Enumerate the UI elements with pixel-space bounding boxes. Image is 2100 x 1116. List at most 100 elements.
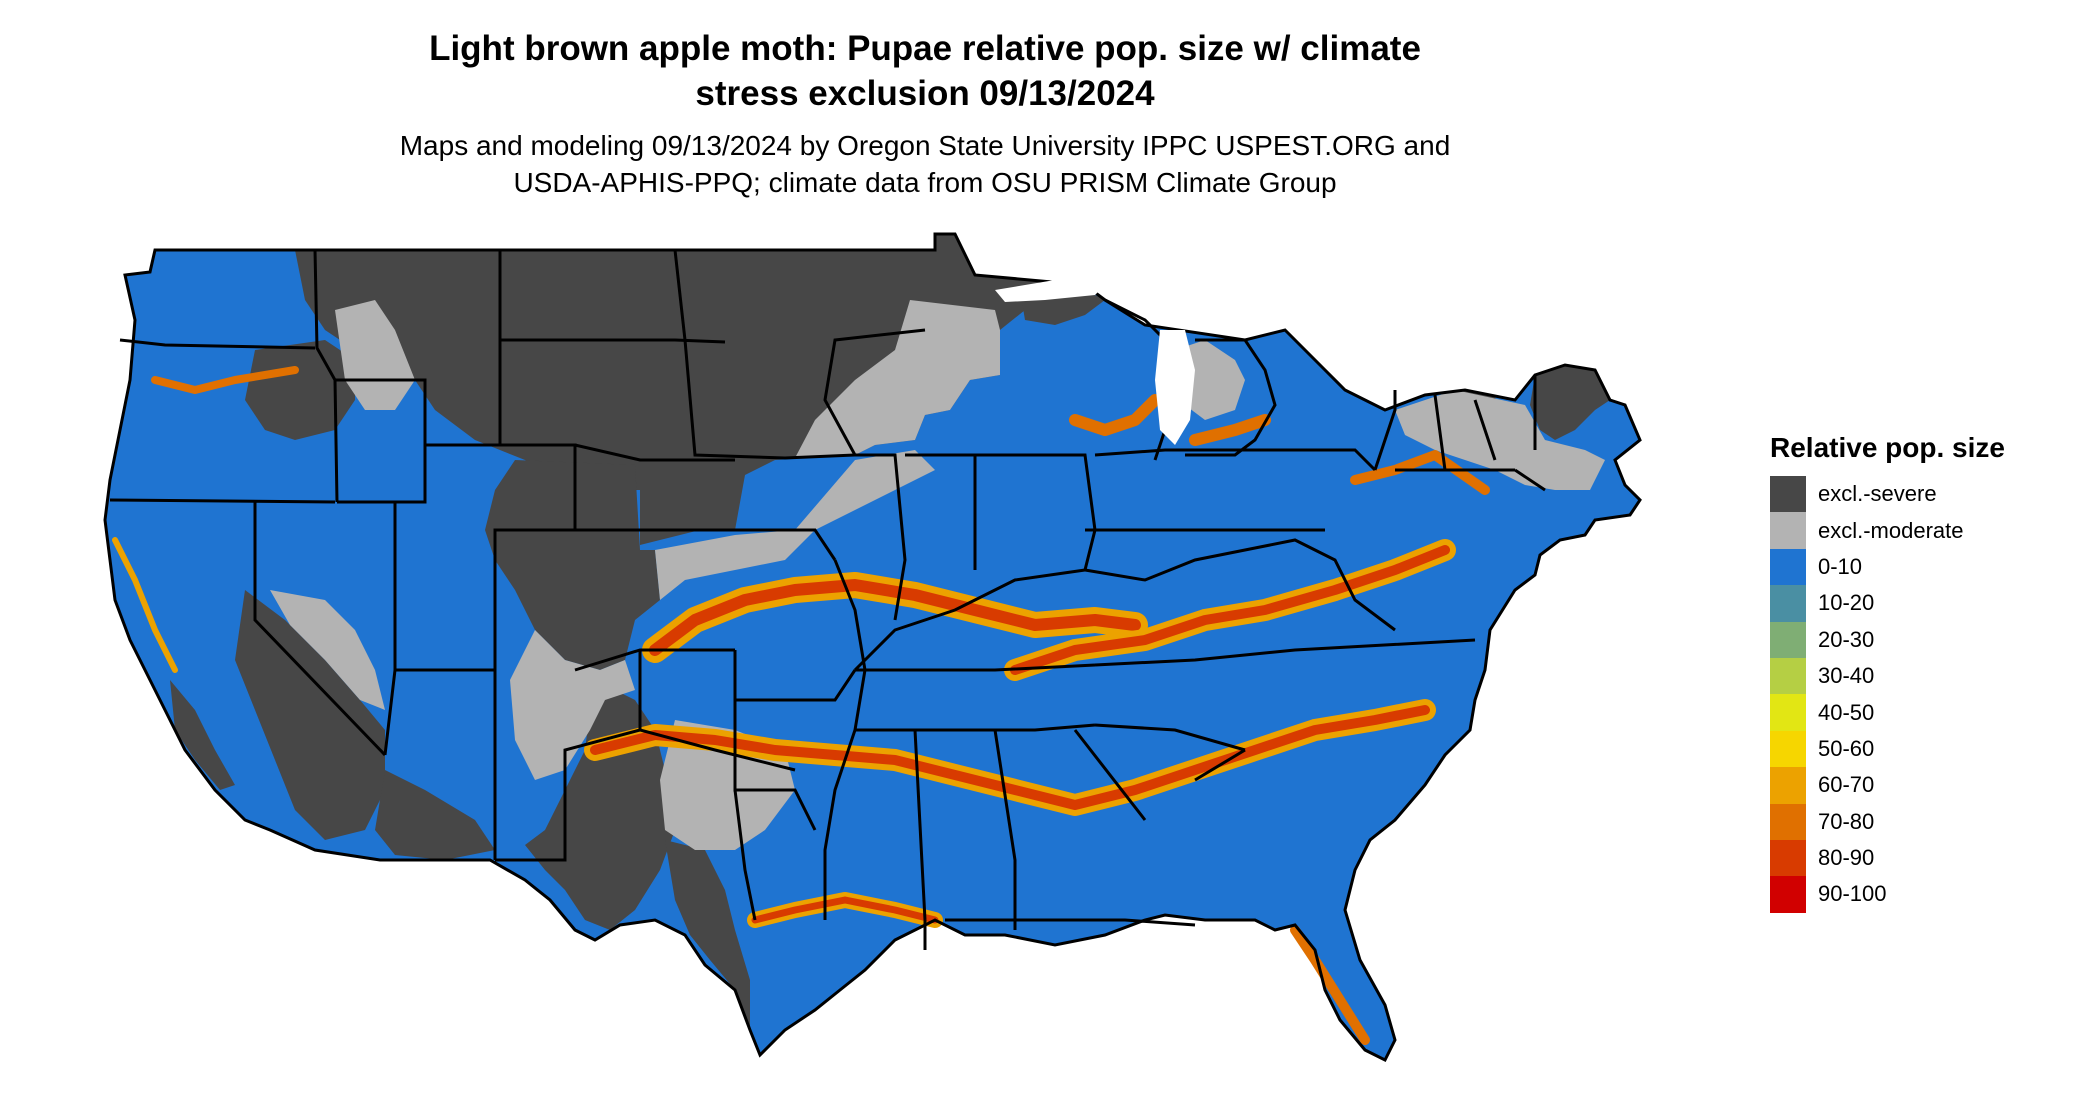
legend-label: excl.-severe: [1818, 481, 1937, 507]
legend-swatch: [1770, 585, 1806, 622]
border-fl-north: [945, 918, 1196, 927]
conus-outline: [103, 232, 1642, 1063]
great-basin-severe: [235, 590, 385, 840]
lake-superior: [995, 280, 1105, 302]
legend-item: 80-90: [1770, 839, 2005, 877]
map-subtitle: Maps and modeling 09/13/2024 by Oregon S…: [320, 127, 1530, 201]
border-ohio-river: [853, 568, 1086, 672]
arizona-severe: [375, 770, 495, 860]
midwest-band-inner: [1010, 545, 1450, 675]
florida-band: [1290, 925, 1370, 1045]
michigan-band: [1189, 414, 1271, 446]
northeast-moderate: [1395, 390, 1605, 490]
legend-swatch: [1770, 839, 1806, 877]
border-il-in: [855, 453, 907, 621]
central-plains-moderate: [655, 450, 935, 600]
lakes: [995, 280, 1195, 445]
border-pa-ny: [1094, 448, 1377, 472]
legend-swatch: [1770, 730, 1806, 768]
legend-swatch: [1770, 657, 1806, 695]
legend-item: 40-50: [1770, 694, 2005, 731]
subtitle-line-2: USDA-APHIS-PPQ; climate data from OSU PR…: [513, 167, 1337, 198]
border-idaho-west: [313, 249, 339, 503]
legend-label: 20-30: [1818, 626, 1875, 652]
legend-item: 90-100: [1770, 876, 2005, 913]
legend-swatch: [1770, 876, 1806, 913]
border-montana-south: [335, 378, 427, 445]
legend-item: 10-20: [1770, 585, 2005, 622]
rockies-severe: [485, 460, 660, 670]
border-sd-ne: [500, 443, 735, 462]
legend-label: 90-100: [1818, 881, 1887, 907]
gulf-coast-band-inner: [751, 896, 939, 924]
legend-item: 0-10: [1770, 548, 2005, 586]
legend-item: 30-40: [1770, 657, 2005, 695]
legend-swatch: [1770, 621, 1806, 658]
legend-swatch: [1770, 476, 1806, 513]
border-ok-tx: [638, 650, 796, 772]
legend-label: 80-90: [1818, 845, 1875, 871]
exclusion-moderate-regions: [270, 300, 1605, 850]
us-map: [103, 232, 1642, 1063]
northeast-band: [1350, 450, 1490, 495]
legend-item: 20-30: [1770, 621, 2005, 658]
border-va-wv-md: [1084, 538, 1396, 632]
border-nd-sd: [500, 338, 726, 344]
legend-label: 50-60: [1818, 735, 1875, 761]
legend-swatch: [1770, 694, 1806, 731]
wisconsin-band: [1069, 394, 1161, 436]
pacific-northwest-band: [151, 366, 299, 394]
legend-swatch: [1770, 548, 1806, 586]
legend-item: 70-80: [1770, 803, 2005, 840]
nevada-moderate: [270, 590, 385, 710]
legend-label: 10-20: [1818, 590, 1875, 616]
legend-label: 70-80: [1818, 808, 1875, 834]
legend-label: 0-10: [1818, 553, 1863, 579]
border-nm-tx: [495, 728, 641, 862]
high-suitability-bands: [112, 366, 1490, 1045]
legend-swatch: [1770, 803, 1806, 840]
border-ca-nv: [253, 502, 387, 757]
border-ms-al-ga: [913, 729, 1147, 930]
legend-swatch: [1770, 512, 1806, 549]
legend-label: 40-50: [1818, 699, 1875, 725]
border-wa-or: [119, 338, 316, 350]
legend-item: excl.-severe: [1770, 476, 2005, 513]
border-co-nm: [395, 528, 640, 672]
border-new-england: [1373, 375, 1546, 492]
border-nc-sc-va: [1094, 638, 1476, 782]
kansas-missouri-band-inner: [649, 579, 1141, 656]
state-boundaries: [103, 232, 1642, 1063]
lake-michigan: [1155, 330, 1195, 445]
border-nd-mn: [673, 249, 687, 341]
title-line-2: stress exclusion 09/13/2024: [695, 74, 1155, 113]
upper-midwest-moderate: [795, 300, 1000, 458]
california-severe: [170, 680, 235, 790]
legend-item: 50-60: [1770, 730, 2005, 768]
maine-severe: [1530, 365, 1610, 440]
border-oh-pa: [975, 453, 1097, 571]
california-band: [112, 537, 178, 673]
idaho-moderate: [335, 300, 415, 410]
legend-item: 60-70: [1770, 767, 2005, 804]
legend-items: excl.-severe excl.-moderate 0-10 10-20 20-30…: [1770, 476, 2005, 913]
michigan-lower-peninsula: [1185, 338, 1277, 457]
legend-label: 30-40: [1818, 663, 1875, 689]
new-mexico-moderate: [510, 630, 635, 780]
legend-swatch: [1770, 767, 1806, 804]
legend-label: 60-70: [1818, 772, 1875, 798]
texas-central-severe: [665, 840, 750, 1030]
title-line-1: Light brown apple moth: Pupae relative p…: [429, 29, 1421, 68]
subtitle-line-1: Maps and modeling 09/13/2024 by Oregon S…: [399, 130, 1451, 161]
border-mo-ar: [733, 650, 857, 702]
border-ar-la: [733, 700, 817, 831]
border-la-tx: [733, 789, 757, 921]
legend-item: excl.-moderate: [1770, 512, 2005, 549]
northern-plains-severe: [295, 234, 1095, 545]
border-ky-tn: [855, 663, 1096, 672]
map-title: Light brown apple moth: Pupae relative p…: [340, 26, 1510, 116]
border-nv-ut-az: [337, 500, 397, 756]
legend: Relative pop. size excl.-severe excl.-mod…: [1770, 430, 2005, 913]
legend-title: Relative pop. size: [1770, 432, 2005, 463]
border-ia-mo: [715, 528, 837, 561]
